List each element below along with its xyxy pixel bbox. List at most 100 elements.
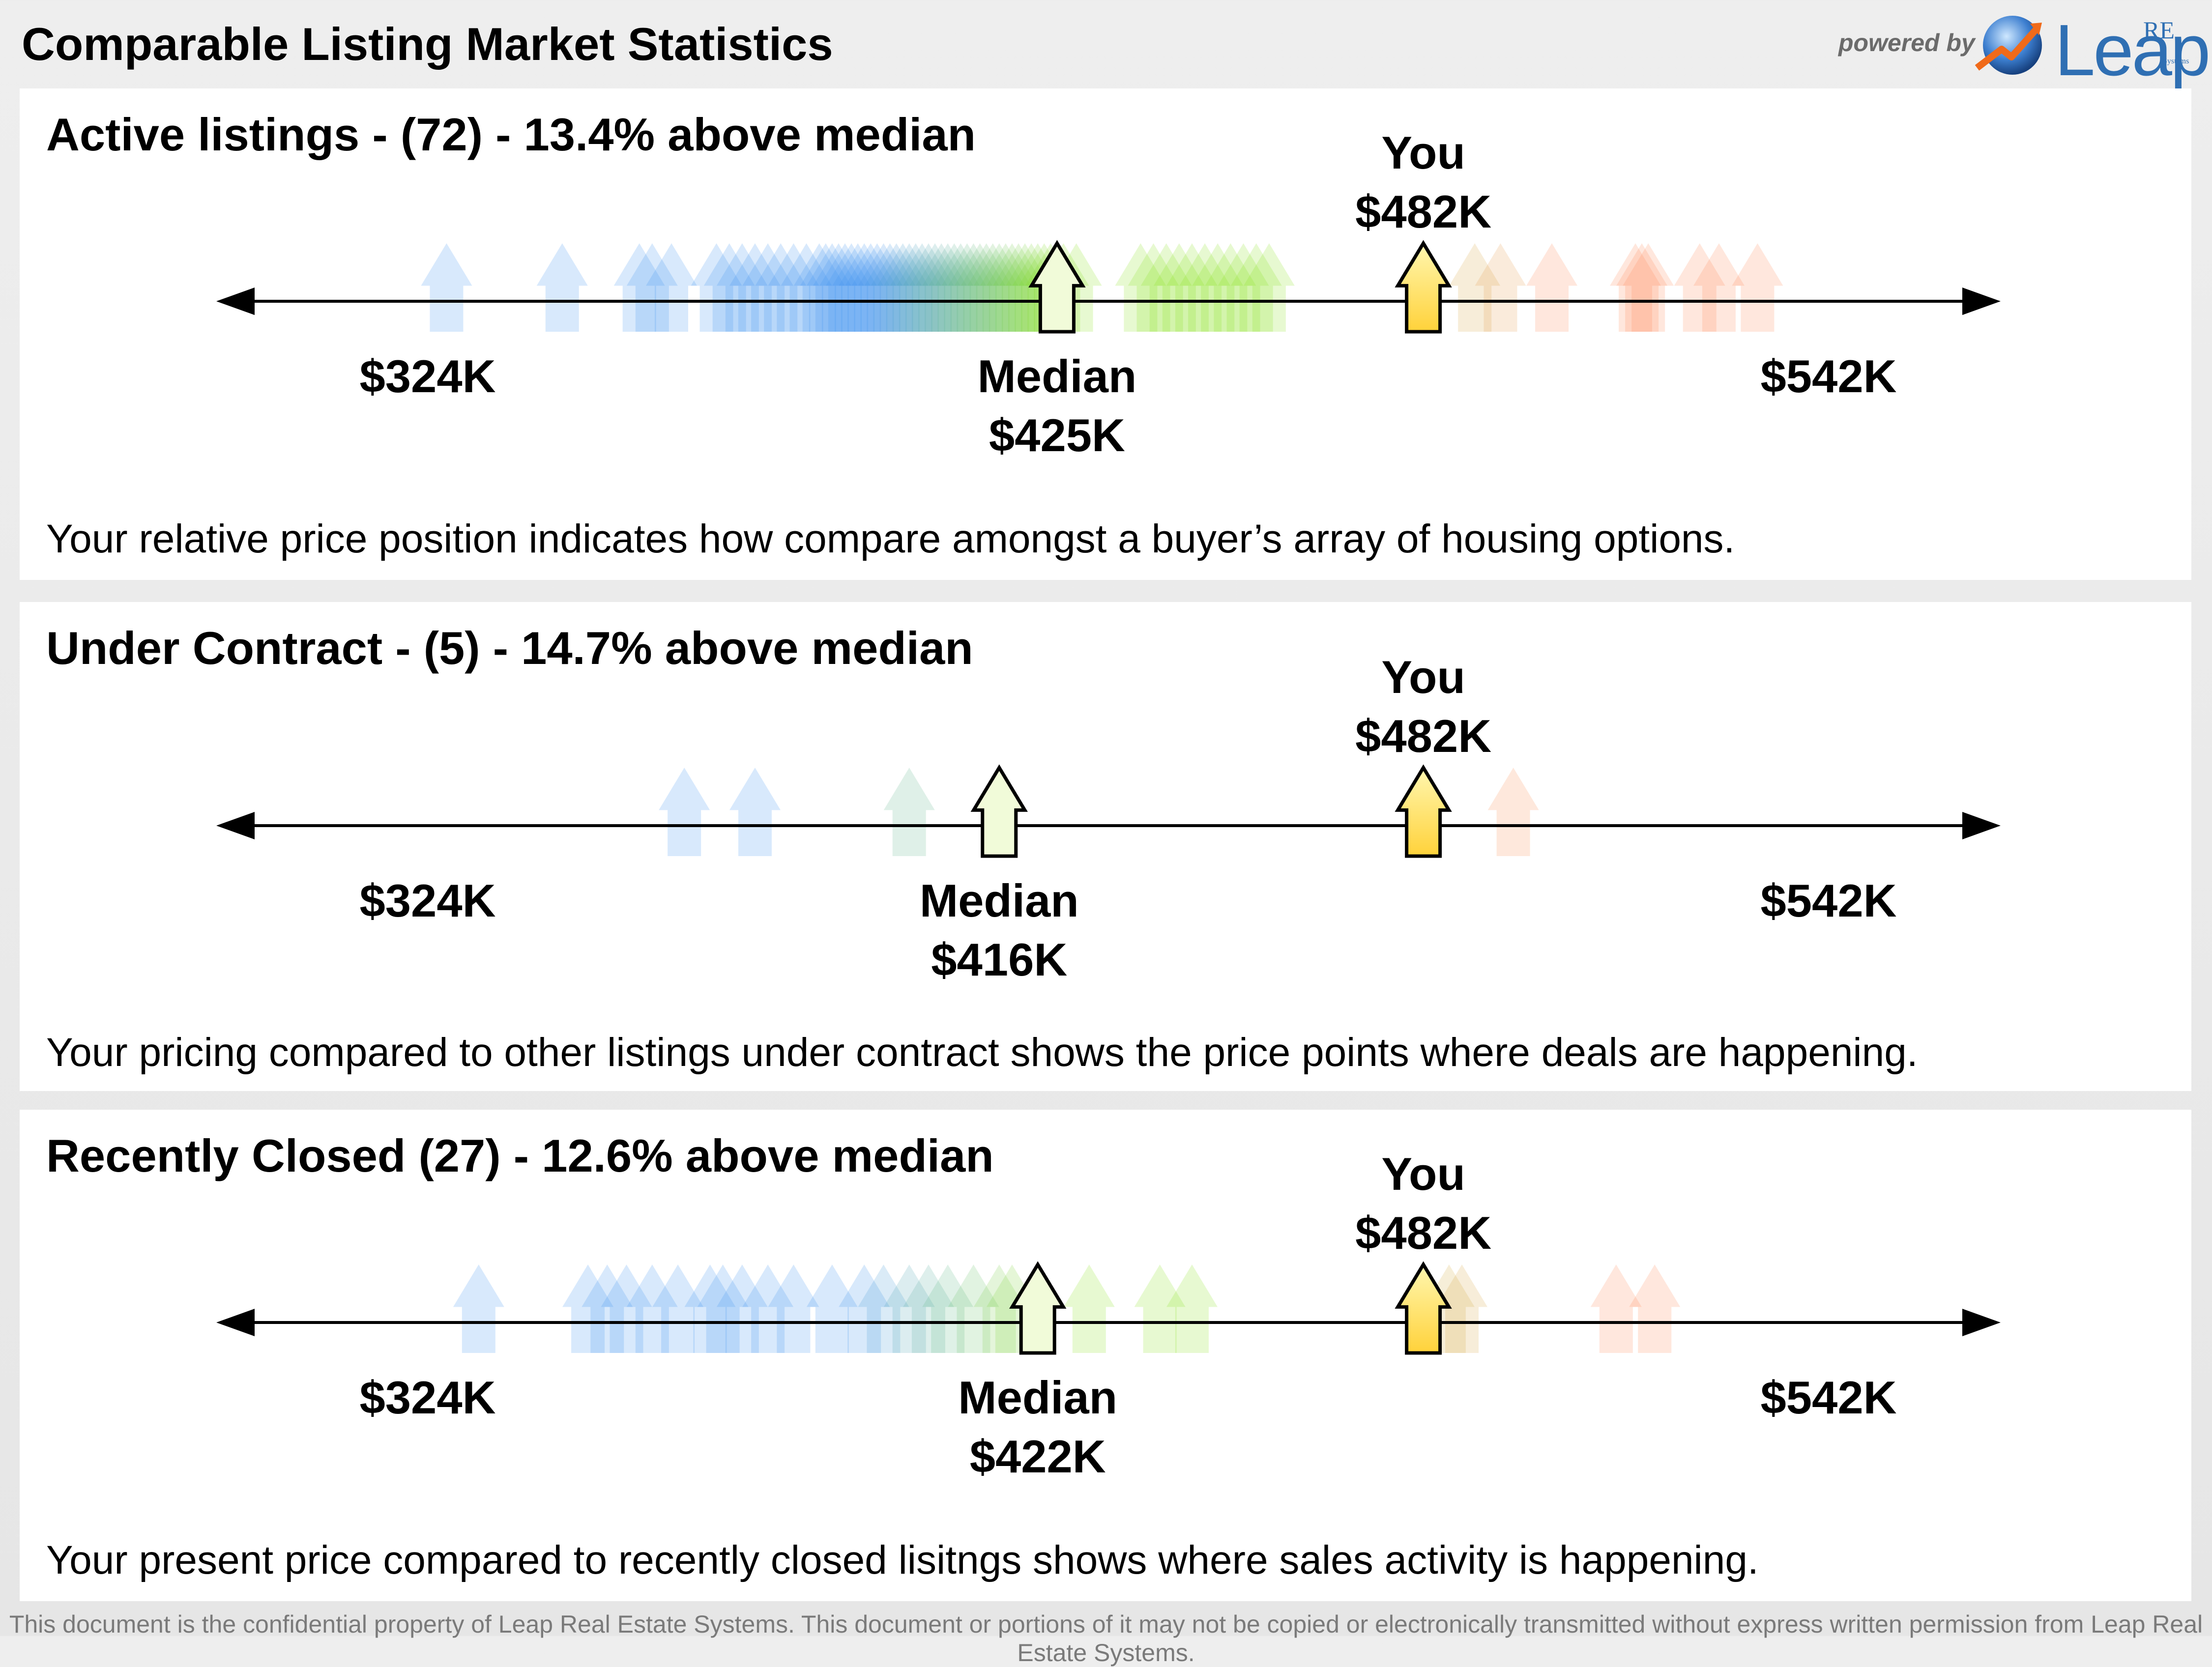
listing-house-marker xyxy=(890,243,941,332)
panel-description: Your relative price position indicates h… xyxy=(46,517,1735,561)
listing-house-marker xyxy=(935,243,987,332)
under-contract-panel: Under Contract - (5) - 14.7% above media… xyxy=(20,602,2191,1091)
axis-arrow-right xyxy=(1962,812,2001,839)
listing-house-marker xyxy=(883,768,935,856)
median-house-marker xyxy=(1028,240,1086,334)
price-strip-chart: You $482K Median $425K $324K $542K xyxy=(216,127,2001,461)
listing-house-marker xyxy=(922,243,974,332)
listing-house-marker xyxy=(877,243,929,332)
listing-house-marker xyxy=(1674,243,1725,332)
listing-house-marker xyxy=(1616,243,1668,332)
recently-closed-panel: Recently Closed (27) - 12.6% above media… xyxy=(20,1110,2191,1601)
listing-house-marker xyxy=(768,1265,819,1353)
axis-arrow-right xyxy=(1962,1309,2001,1336)
axis-max-label: $542K xyxy=(1761,1372,1897,1423)
listing-house-marker xyxy=(536,243,588,332)
listing-house-marker xyxy=(967,243,1019,332)
listing-house-marker xyxy=(896,243,948,332)
powered-by-label: powered by xyxy=(1838,29,1975,57)
listing-house-marker xyxy=(858,1265,909,1353)
listing-house-marker xyxy=(954,243,1006,332)
listing-house-marker xyxy=(1487,768,1539,856)
listing-house-marker xyxy=(729,243,781,332)
brand-wordmark-sub: Systems xyxy=(2163,57,2189,65)
brand: powered by Leap RE Systems xyxy=(1819,5,2211,91)
price-strip-chart: You $482K Median $422K $324K $542K xyxy=(216,1148,2001,1482)
listing-house-marker xyxy=(858,243,909,332)
axis-max-label: $542K xyxy=(1761,350,1897,402)
listing-house-marker xyxy=(691,243,742,332)
listing-house-marker xyxy=(999,243,1051,332)
listing-house-marker xyxy=(960,243,1012,332)
you-label: You xyxy=(1381,651,1465,703)
panel-description: Your present price compared to recently … xyxy=(46,1538,1759,1582)
listing-house-marker xyxy=(793,243,845,332)
listing-house-marker xyxy=(1623,243,1674,332)
panel-title: Recently Closed (27) - 12.6% above media… xyxy=(46,1130,994,1181)
axis-min-label: $324K xyxy=(360,1372,496,1423)
listing-house-marker xyxy=(1629,1265,1681,1353)
axis-arrow-right xyxy=(1962,287,2001,315)
listing-house-marker xyxy=(902,243,954,332)
listing-house-marker xyxy=(582,1265,633,1353)
panel-description: Your pricing compared to other listings … xyxy=(46,1030,1918,1075)
listing-house-marker xyxy=(1153,243,1205,332)
listing-house-marker xyxy=(1610,243,1661,332)
listing-house-marker xyxy=(973,243,1025,332)
you-house-marker xyxy=(1395,1261,1452,1355)
brand-wordmark: Leap xyxy=(2055,10,2211,91)
listing-house-marker xyxy=(1134,1265,1186,1353)
listing-house-marker xyxy=(1475,243,1526,332)
listing-house-marker xyxy=(659,768,710,856)
you-house-marker xyxy=(1395,240,1452,334)
median-house-marker xyxy=(970,764,1028,858)
listing-house-marker xyxy=(883,243,935,332)
listing-house-marker xyxy=(1218,243,1269,332)
listing-house-marker xyxy=(973,1265,1025,1353)
listing-house-marker xyxy=(1063,1265,1115,1353)
listing-house-marker xyxy=(703,243,755,332)
listing-house-marker xyxy=(813,243,864,332)
brand-wordmark-sup: RE xyxy=(2143,16,2175,44)
listing-house-marker xyxy=(1590,1265,1642,1353)
listing-house-marker xyxy=(601,1265,652,1353)
median-price-label: $422K xyxy=(970,1431,1106,1482)
listing-house-marker xyxy=(839,1265,890,1353)
you-label: You xyxy=(1381,1148,1465,1200)
you-price-label: $482K xyxy=(1355,186,1491,237)
listing-house-marker xyxy=(902,1265,954,1353)
median-price-label: $425K xyxy=(989,409,1125,461)
axis-min-label: $324K xyxy=(360,875,496,926)
listing-house-marker xyxy=(613,243,665,332)
listing-house-marker xyxy=(819,243,871,332)
listing-house-marker xyxy=(1140,243,1192,332)
listing-house-marker xyxy=(1526,243,1578,332)
listing-house-marker xyxy=(716,1265,768,1353)
axis-arrow-left xyxy=(216,812,255,839)
listing-house-marker xyxy=(948,243,999,332)
listing-house-marker xyxy=(716,243,768,332)
panel-title: Active listings - (72) - 13.4% above med… xyxy=(46,109,976,160)
axis-min-label: $324K xyxy=(360,350,496,402)
page-title: Comparable Listing Market Statistics xyxy=(22,18,833,70)
confidentiality-footer: This document is the confidential proper… xyxy=(9,1610,2203,1667)
listing-house-marker xyxy=(986,243,1038,332)
listing-markers xyxy=(421,243,1783,332)
listing-house-marker xyxy=(1243,243,1295,332)
listing-house-marker xyxy=(839,243,890,332)
listing-house-marker xyxy=(1449,243,1501,332)
listing-house-marker xyxy=(806,243,858,332)
listing-house-marker xyxy=(729,768,781,856)
listing-house-marker xyxy=(684,1265,736,1353)
listing-house-marker xyxy=(626,243,678,332)
listing-house-marker xyxy=(800,243,851,332)
axis-arrow-left xyxy=(216,1309,255,1336)
listing-house-marker xyxy=(421,243,472,332)
listing-house-marker xyxy=(806,1265,858,1353)
listing-house-marker xyxy=(1732,243,1783,332)
you-price-label: $482K xyxy=(1355,710,1491,762)
listing-house-marker xyxy=(768,243,819,332)
listing-house-marker xyxy=(742,243,794,332)
you-price-label: $482K xyxy=(1355,1207,1491,1259)
listing-house-marker xyxy=(781,243,832,332)
